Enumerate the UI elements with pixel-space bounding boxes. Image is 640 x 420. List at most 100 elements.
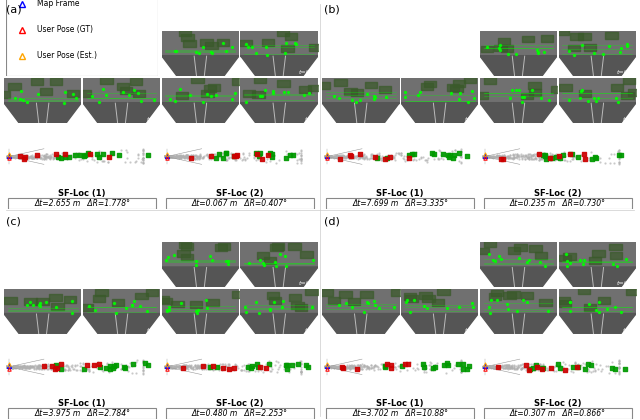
Point bbox=[13, 362, 23, 369]
Point bbox=[436, 155, 447, 162]
Point bbox=[389, 156, 399, 163]
Point bbox=[379, 154, 389, 160]
Point bbox=[116, 366, 126, 373]
Point bbox=[502, 155, 513, 162]
Point bbox=[4, 364, 15, 370]
Point bbox=[60, 362, 70, 369]
Point bbox=[61, 362, 71, 369]
Point bbox=[538, 151, 548, 158]
Point bbox=[87, 362, 97, 369]
Point bbox=[420, 364, 431, 371]
Point bbox=[614, 364, 624, 371]
Point bbox=[17, 153, 27, 160]
Point bbox=[502, 155, 513, 161]
Point bbox=[265, 306, 275, 312]
Point bbox=[524, 361, 534, 368]
Point bbox=[353, 365, 364, 372]
Point bbox=[355, 362, 365, 368]
Point bbox=[426, 152, 436, 159]
Point bbox=[164, 152, 174, 159]
Point bbox=[421, 369, 431, 375]
Point bbox=[328, 154, 338, 160]
Point bbox=[165, 364, 175, 371]
Point bbox=[456, 358, 467, 365]
Point bbox=[175, 363, 186, 370]
Point bbox=[160, 152, 170, 159]
Point bbox=[296, 360, 306, 366]
Point bbox=[192, 154, 202, 160]
Text: SF-Loc (2): SF-Loc (2) bbox=[216, 189, 264, 197]
Point bbox=[333, 363, 344, 370]
Point bbox=[189, 365, 200, 372]
Point bbox=[353, 155, 363, 162]
Point bbox=[253, 155, 263, 162]
Point bbox=[551, 368, 561, 374]
Point bbox=[504, 153, 515, 160]
Point bbox=[12, 154, 22, 160]
Point bbox=[545, 363, 556, 370]
Point bbox=[349, 365, 359, 371]
Point bbox=[187, 153, 197, 160]
Point bbox=[345, 154, 355, 161]
Point bbox=[6, 154, 16, 160]
Point bbox=[379, 155, 389, 162]
Point bbox=[319, 154, 329, 160]
Point bbox=[483, 152, 493, 159]
Point bbox=[25, 153, 35, 160]
Point bbox=[56, 155, 66, 161]
Point bbox=[483, 153, 493, 160]
Point bbox=[323, 154, 333, 160]
Point bbox=[577, 42, 587, 49]
Point bbox=[534, 150, 545, 157]
Point bbox=[390, 150, 401, 156]
Point bbox=[500, 365, 511, 371]
Point bbox=[34, 362, 44, 369]
Point bbox=[500, 154, 510, 161]
Point bbox=[181, 364, 191, 370]
Point bbox=[20, 152, 31, 159]
Point bbox=[396, 152, 406, 159]
Polygon shape bbox=[161, 31, 239, 56]
Point bbox=[322, 363, 332, 370]
Point bbox=[524, 257, 534, 263]
Point bbox=[51, 304, 61, 310]
Point bbox=[22, 365, 32, 372]
Point bbox=[264, 368, 275, 375]
Point bbox=[104, 154, 114, 160]
Point bbox=[325, 154, 335, 160]
Point bbox=[319, 363, 330, 370]
Point bbox=[614, 360, 624, 366]
Point bbox=[1, 363, 12, 370]
Point bbox=[210, 365, 220, 372]
Point bbox=[509, 152, 519, 159]
Point bbox=[163, 307, 173, 313]
Point bbox=[529, 151, 540, 158]
Point bbox=[511, 365, 522, 372]
Point bbox=[29, 152, 40, 159]
Point bbox=[166, 154, 177, 160]
Point bbox=[4, 153, 14, 160]
Point bbox=[530, 153, 540, 160]
Point bbox=[502, 154, 513, 160]
Point bbox=[209, 365, 219, 372]
Point bbox=[479, 153, 489, 160]
Point bbox=[182, 153, 192, 160]
Point bbox=[6, 363, 16, 370]
Point bbox=[127, 370, 137, 377]
Point bbox=[105, 363, 115, 370]
Point bbox=[332, 364, 342, 370]
Point bbox=[280, 363, 290, 370]
Point bbox=[490, 365, 500, 371]
Point bbox=[499, 154, 509, 161]
Point bbox=[321, 363, 332, 370]
Point bbox=[208, 366, 218, 373]
Point bbox=[559, 156, 570, 163]
Point bbox=[548, 363, 559, 370]
Text: (d): (d) bbox=[324, 216, 340, 226]
Point bbox=[412, 157, 422, 164]
Point bbox=[324, 154, 335, 161]
Point bbox=[269, 299, 280, 306]
Text: SF-Loc (1): SF-Loc (1) bbox=[58, 189, 106, 197]
Point bbox=[571, 153, 581, 160]
Point bbox=[506, 363, 516, 370]
